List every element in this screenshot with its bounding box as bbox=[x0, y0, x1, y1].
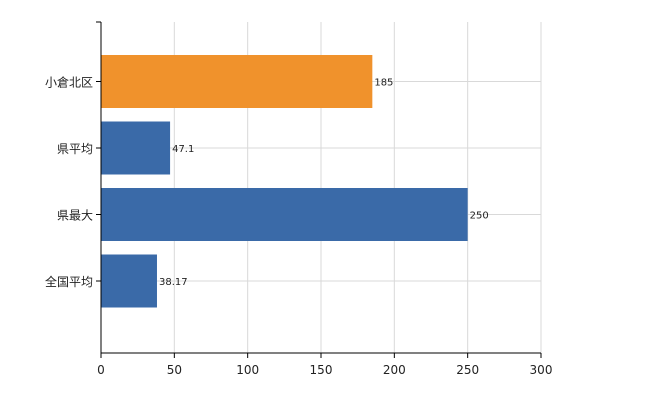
x-tick-label: 100 bbox=[236, 363, 259, 377]
x-tick-label: 50 bbox=[167, 363, 182, 377]
bar bbox=[101, 122, 170, 175]
category-label: 県最大 bbox=[57, 209, 93, 223]
bar bbox=[101, 255, 157, 308]
value-label: 47.1 bbox=[172, 144, 194, 155]
x-tick-label: 0 bbox=[97, 363, 105, 377]
x-tick-label: 250 bbox=[456, 363, 479, 377]
x-tick-label: 200 bbox=[383, 363, 406, 377]
category-label: 小倉北区 bbox=[45, 75, 93, 90]
bars bbox=[101, 55, 468, 308]
value-label: 185 bbox=[374, 78, 393, 89]
category-label: 全国平均 bbox=[45, 274, 93, 289]
value-label: 250 bbox=[470, 211, 489, 222]
value-label: 38.17 bbox=[159, 277, 188, 288]
x-tick-label: 300 bbox=[530, 363, 553, 377]
x-tick-label: 150 bbox=[310, 363, 333, 377]
bar bbox=[101, 55, 372, 108]
bar bbox=[101, 188, 468, 241]
category-label: 県平均 bbox=[57, 142, 93, 156]
